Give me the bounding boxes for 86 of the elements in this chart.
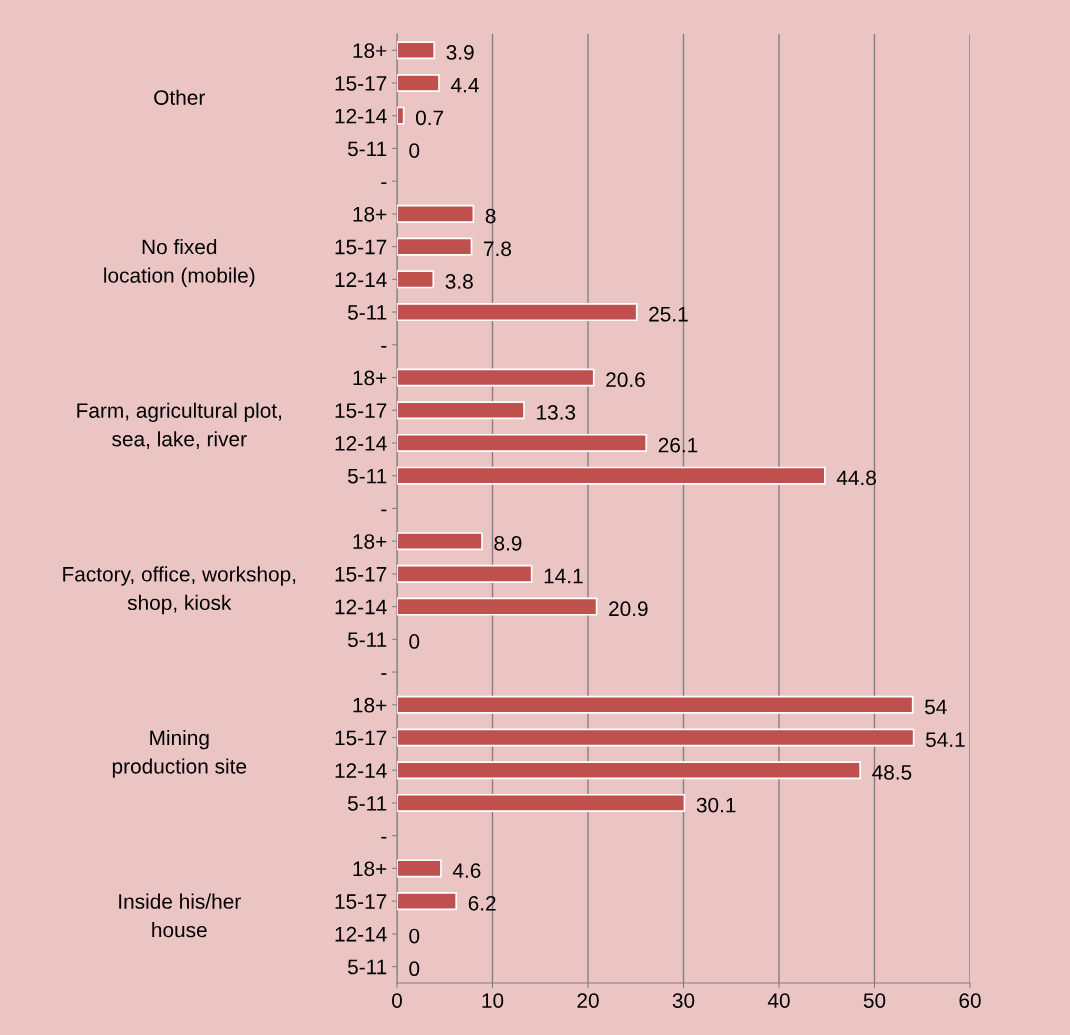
bar	[397, 793, 686, 812]
x-tick-label: 50	[863, 993, 886, 1008]
text: Other	[154, 89, 205, 105]
y-tick-label: 15-17	[335, 403, 387, 418]
bar	[397, 237, 473, 256]
data-label: 0.7	[415, 110, 444, 126]
bar	[397, 466, 826, 485]
bar	[397, 728, 915, 747]
y-tick-label: 18+	[353, 206, 387, 222]
data-label: 0	[409, 928, 420, 944]
data-label: 54	[924, 699, 947, 715]
bar	[397, 401, 525, 420]
y-tick-label: 12-14	[335, 599, 387, 615]
x-tick-label: 60	[959, 993, 981, 1008]
y-tick-label: 5-11	[347, 796, 387, 811]
y-tick-label: 12-14	[335, 763, 387, 778]
data-label: 0	[409, 634, 420, 649]
text: Factory, office, workshop, shop, kiosk	[63, 566, 296, 615]
y-tick-label: -	[381, 509, 387, 512]
bar	[397, 106, 405, 125]
data-label: 3.8	[445, 274, 473, 289]
data-label: 30.1	[696, 797, 736, 813]
data-label: 0	[409, 961, 420, 977]
data-label: 20.9	[609, 601, 648, 617]
y-tick-label: -	[381, 182, 387, 184]
data-label: 8	[485, 208, 496, 224]
data-label: 20.6	[606, 372, 645, 388]
data-label: 44.8	[836, 470, 876, 486]
x-tick-label: 20	[577, 993, 599, 1008]
y-tick-label: -	[381, 836, 387, 839]
y-tick-label: 12-14	[335, 272, 387, 287]
data-label: 3.9	[446, 45, 474, 60]
data-label: 8.9	[494, 535, 522, 551]
y-tick-label: 15-17	[335, 567, 387, 582]
data-label: 26.1	[658, 437, 698, 453]
text: Farm, agricultural plot, sea, lake, river	[77, 402, 282, 449]
bar	[397, 303, 638, 322]
y-tick-label: 18+	[353, 697, 387, 713]
x-tick-label: 0	[392, 993, 402, 1008]
y-tick-label: 18+	[353, 534, 387, 549]
data-label: 13.3	[537, 405, 576, 420]
bar	[397, 761, 862, 780]
x-tick-label: 30	[672, 993, 695, 1008]
bar	[397, 73, 440, 93]
y-tick-label: 12-14	[335, 435, 387, 451]
y-tick-label: 12-14	[335, 926, 387, 942]
data-label: 6.2	[468, 895, 496, 911]
bar	[397, 695, 914, 714]
data-label: 54.1	[925, 732, 965, 748]
data-label: 14.1	[544, 568, 583, 584]
x-tick-label: 10	[482, 993, 504, 1008]
data-label: 48.5	[872, 765, 912, 780]
bar	[397, 204, 475, 223]
data-label: 0	[409, 143, 420, 158]
y-tick-label: 15-17	[335, 730, 387, 746]
bar	[397, 564, 533, 583]
y-tick-label: 5-11	[347, 632, 387, 648]
y-tick-label: -	[381, 673, 387, 675]
y-tick-label: -	[381, 345, 387, 348]
data-label: 7.8	[484, 241, 512, 257]
text: No fixed location (mobile)	[104, 239, 255, 287]
data-label: 4.6	[452, 863, 481, 878]
text: Mining production site	[112, 729, 247, 778]
bar	[397, 368, 595, 387]
text: Inside his/her house	[119, 893, 241, 938]
y-tick-label: 15-17	[335, 76, 387, 91]
y-tick-label: 15-17	[335, 239, 387, 255]
bar	[397, 41, 436, 60]
y-tick-label: 18+	[353, 370, 387, 386]
y-tick-label: 5-11	[347, 141, 387, 157]
y-tick-label: 18+	[353, 43, 387, 59]
y-tick-label: 15-17	[335, 894, 387, 909]
bar	[397, 270, 435, 289]
y-tick-label: 5-11	[347, 468, 387, 484]
bar	[397, 532, 483, 551]
data-label: 4.4	[450, 77, 479, 93]
bar	[397, 433, 648, 452]
x-tick-label: 40	[767, 993, 790, 1008]
bar	[397, 859, 442, 878]
bar	[397, 597, 598, 616]
bar	[397, 892, 458, 911]
y-tick-label: 18+	[353, 861, 387, 877]
data-label: 25.1	[649, 306, 688, 322]
y-tick-label: 5-11	[347, 959, 387, 975]
y-tick-label: 5-11	[347, 305, 387, 320]
y-tick-label: 12-14	[335, 108, 387, 124]
